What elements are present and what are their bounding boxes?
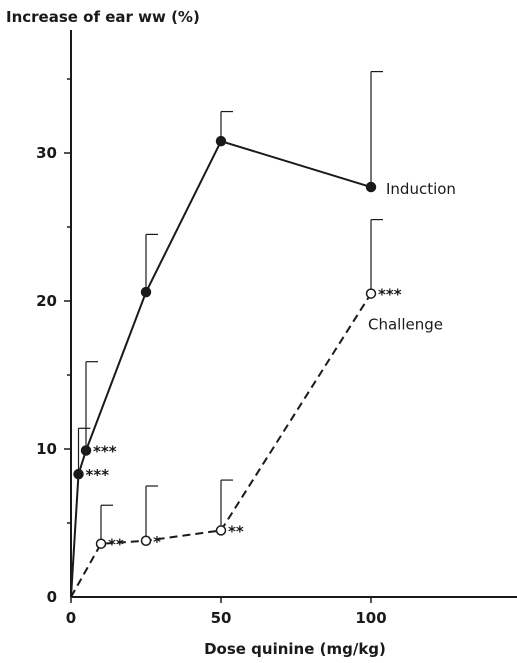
induction-line	[70, 139, 372, 598]
challenge-point	[140, 535, 152, 547]
y-tick-label: 20	[36, 292, 57, 310]
induction-point	[215, 135, 227, 147]
induction-series-label: Induction	[386, 180, 456, 198]
y-axis-title: Increase of ear ww (%)	[6, 8, 200, 26]
y-tick-label: 10	[36, 440, 57, 458]
challenge-significance: **	[108, 536, 124, 554]
x-tick-label: 0	[66, 609, 76, 627]
induction-significance: ***	[86, 466, 110, 484]
x-axis-title: Dose quinine (mg/kg)	[204, 640, 386, 658]
induction-point	[140, 286, 152, 298]
challenge-point	[215, 525, 227, 536]
induction-point	[80, 445, 92, 456]
induction-point	[73, 468, 84, 480]
induction-significance: ***	[93, 442, 117, 460]
induction-point	[365, 181, 377, 193]
y-tick-label: 30	[36, 144, 57, 162]
challenge-significance: ***	[378, 286, 402, 304]
challenge-significance: *	[153, 533, 161, 551]
challenge-series-label: Challenge	[368, 316, 443, 334]
x-tick-label: 100	[355, 609, 386, 627]
y-tick-label: 0	[47, 588, 57, 606]
challenge-point	[365, 288, 377, 299]
challenge-point	[95, 538, 107, 549]
challenge-significance: **	[228, 522, 244, 540]
x-tick-label: 50	[211, 609, 232, 627]
